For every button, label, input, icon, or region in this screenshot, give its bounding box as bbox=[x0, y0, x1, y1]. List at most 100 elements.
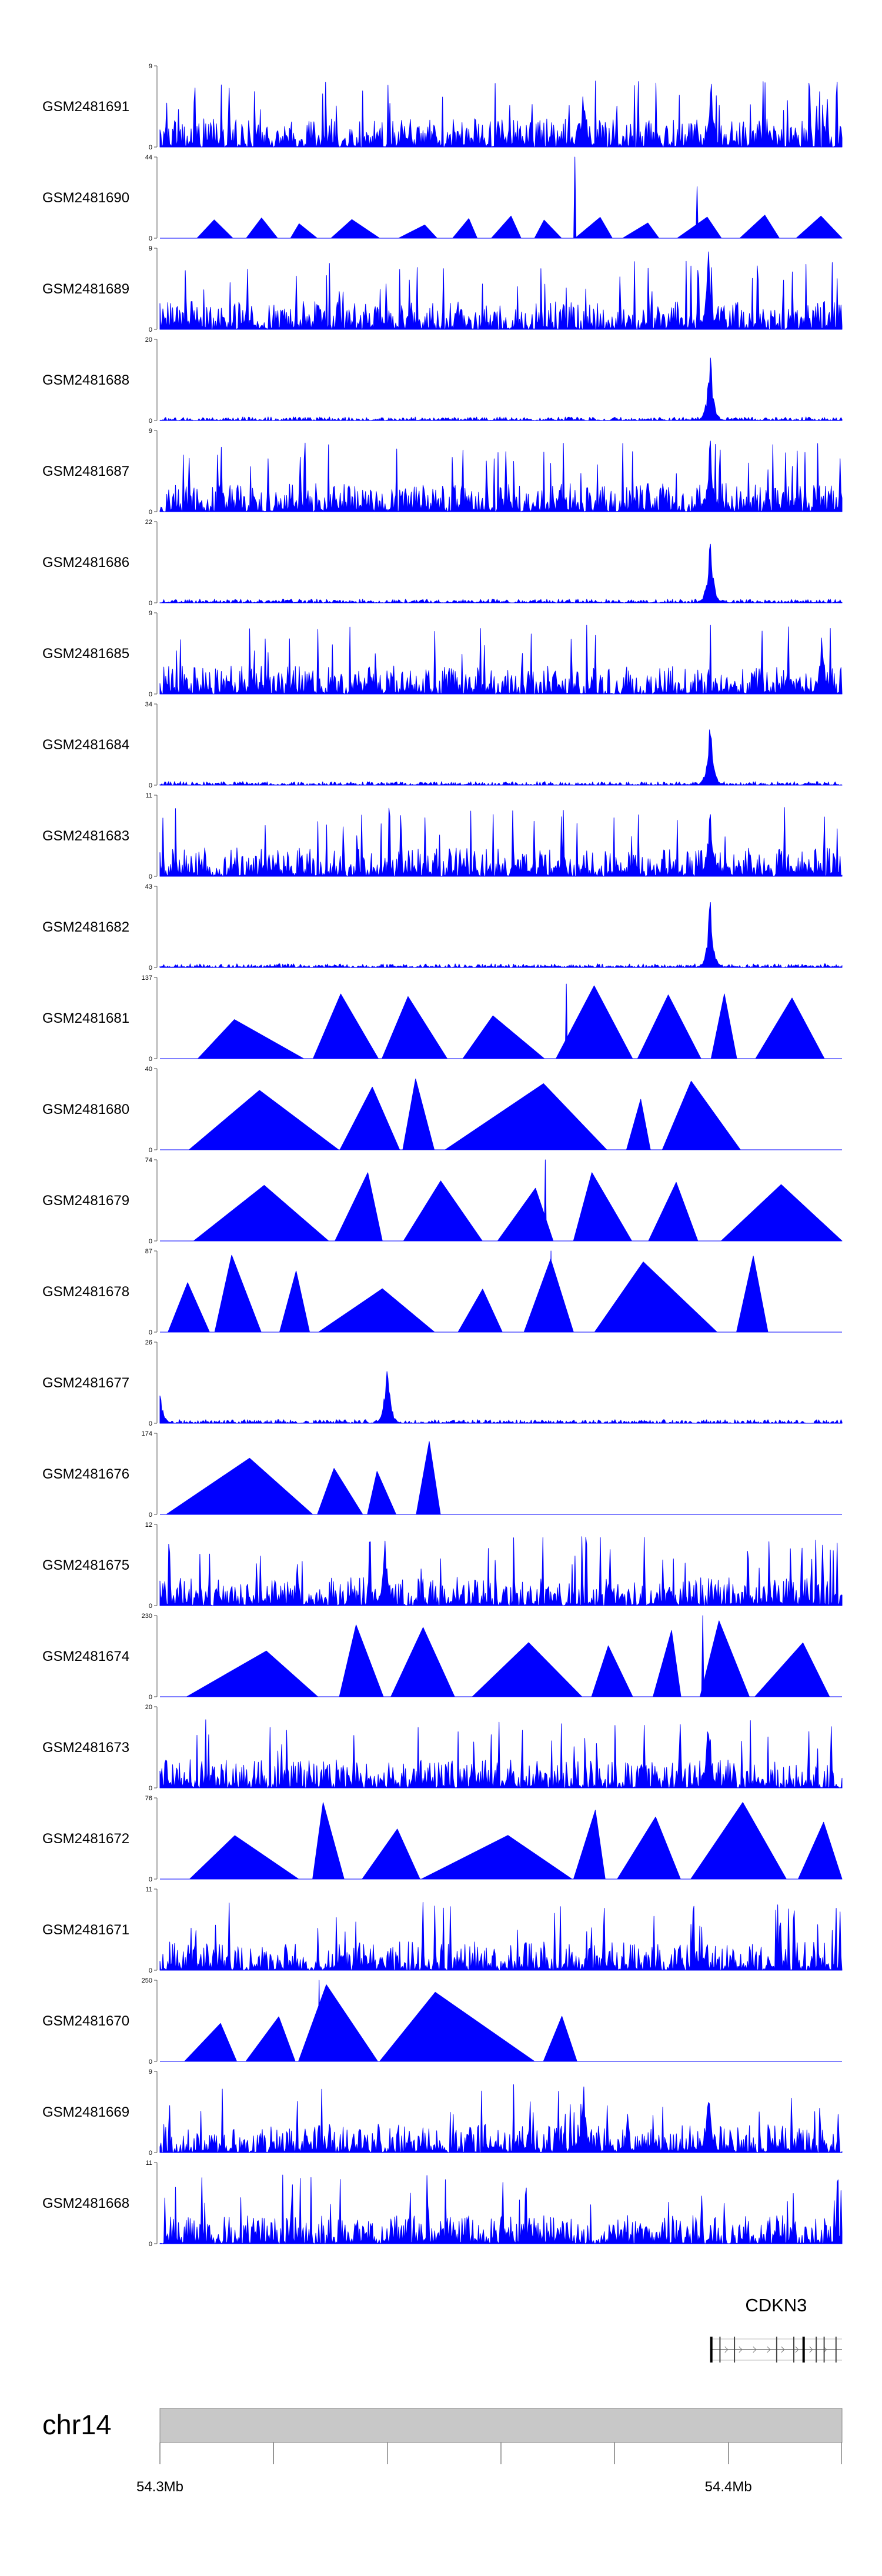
track-GSM2481669: GSM2481669 9 0 bbox=[42, 2068, 843, 2157]
y-max-label: 9 bbox=[149, 428, 152, 435]
y-max-label: 9 bbox=[149, 610, 152, 617]
y-min-label: 0 bbox=[149, 326, 152, 333]
gene-exon bbox=[816, 2337, 817, 2363]
y-max-label: 9 bbox=[149, 63, 152, 70]
y-max-label: 9 bbox=[149, 245, 152, 252]
y-min-label: 0 bbox=[149, 235, 152, 242]
track-label: GSM2481691 bbox=[42, 99, 129, 115]
axis-tick-label: 54.3Mb bbox=[136, 2479, 183, 2495]
track-GSM2481674: GSM2481674 230 0 bbox=[42, 1613, 842, 1701]
axis-tick-label: 54.4Mb bbox=[705, 2479, 752, 2495]
coverage-area bbox=[193, 1159, 843, 1242]
y-min-label: 0 bbox=[149, 600, 152, 607]
track-GSM2481687: GSM2481687 9 0 bbox=[42, 428, 843, 516]
track-label: GSM2481676 bbox=[42, 1466, 129, 1482]
y-min-label: 0 bbox=[149, 2241, 152, 2248]
strand-arrow-icon bbox=[795, 2346, 799, 2353]
y-max-label: 43 bbox=[145, 883, 152, 890]
y-min-label: 0 bbox=[149, 1238, 152, 1245]
y-min-label: 0 bbox=[149, 418, 152, 425]
strand-arrow-icon bbox=[753, 2346, 757, 2353]
strand-arrow-icon bbox=[724, 2346, 729, 2353]
track-GSM2481681: GSM2481681 137 0 bbox=[42, 975, 842, 1063]
coverage-area bbox=[159, 81, 843, 148]
y-max-label: 9 bbox=[149, 2068, 152, 2076]
y-max-label: 22 bbox=[145, 519, 152, 526]
coverage-area bbox=[189, 1802, 843, 1880]
y-min-label: 0 bbox=[149, 1694, 152, 1701]
y-max-label: 174 bbox=[142, 1430, 152, 1437]
track-GSM2481682: GSM2481682 43 0 bbox=[42, 883, 843, 972]
track-GSM2481688: GSM2481688 20 0 bbox=[42, 336, 843, 425]
coverage-area bbox=[186, 1615, 830, 1697]
gene-exon bbox=[719, 2337, 721, 2363]
track-label: GSM2481683 bbox=[42, 828, 129, 844]
y-min-label: 0 bbox=[149, 1876, 152, 1883]
track-GSM2481686: GSM2481686 22 0 bbox=[42, 519, 843, 607]
y-max-label: 11 bbox=[146, 2160, 152, 2167]
coverage-area bbox=[159, 1536, 843, 1606]
track-label: GSM2481678 bbox=[42, 1284, 129, 1300]
y-min-label: 0 bbox=[149, 965, 152, 972]
track-GSM2481675: GSM2481675 12 0 bbox=[42, 1521, 843, 1610]
y-min-label: 0 bbox=[149, 509, 152, 516]
y-max-label: 40 bbox=[145, 1066, 152, 1073]
track-GSM2481673: GSM2481673 20 0 bbox=[42, 1704, 843, 1792]
gene-annotation-track: CDKN3 bbox=[710, 2295, 842, 2363]
track-GSM2481671: GSM2481671 11 0 bbox=[42, 1886, 843, 1974]
coverage-area bbox=[159, 1371, 843, 1424]
y-min-label: 0 bbox=[149, 144, 152, 151]
track-label: GSM2481668 bbox=[42, 2195, 129, 2211]
coverage-area bbox=[159, 543, 843, 603]
coverage-area bbox=[159, 807, 843, 877]
y-min-label: 0 bbox=[149, 1785, 152, 1792]
y-max-label: 44 bbox=[145, 154, 152, 161]
track-GSM2481672: GSM2481672 76 0 bbox=[42, 1795, 843, 1883]
y-min-label: 0 bbox=[149, 2150, 152, 2157]
track-label: GSM2481669 bbox=[42, 2104, 129, 2120]
y-min-label: 0 bbox=[149, 1603, 152, 1610]
y-max-label: 137 bbox=[142, 975, 152, 982]
y-min-label: 0 bbox=[149, 1967, 152, 1974]
y-min-label: 0 bbox=[149, 1147, 152, 1154]
track-GSM2481689: GSM2481689 9 0 bbox=[42, 245, 843, 333]
y-min-label: 0 bbox=[149, 2058, 152, 2066]
coverage-area bbox=[159, 1902, 843, 1971]
gene-exon bbox=[793, 2337, 795, 2363]
y-max-label: 230 bbox=[142, 1613, 152, 1620]
coverage-area bbox=[196, 156, 843, 239]
track-label: GSM2481675 bbox=[42, 1557, 129, 1573]
track-label: GSM2481684 bbox=[42, 737, 129, 753]
coverage-area bbox=[166, 1441, 441, 1515]
chromosome-bar bbox=[159, 2408, 843, 2443]
gene-exon bbox=[734, 2337, 736, 2363]
strand-arrow-icon bbox=[781, 2346, 785, 2353]
gene-exon bbox=[802, 2337, 805, 2363]
y-max-label: 250 bbox=[142, 1977, 152, 1984]
track-GSM2481678: GSM2481678 87 0 bbox=[42, 1248, 842, 1336]
track-GSM2481684: GSM2481684 34 0 bbox=[42, 701, 843, 789]
track-label: GSM2481672 bbox=[42, 1831, 129, 1847]
coverage-area bbox=[159, 358, 843, 421]
coverage-area bbox=[198, 983, 825, 1059]
y-max-label: 34 bbox=[145, 701, 152, 708]
track-label: GSM2481673 bbox=[42, 1740, 129, 1756]
y-min-label: 0 bbox=[149, 1329, 152, 1336]
track-GSM2481676: GSM2481676 174 0 bbox=[42, 1430, 842, 1519]
y-max-label: 12 bbox=[145, 1521, 152, 1529]
track-GSM2481677: GSM2481677 26 0 bbox=[42, 1339, 843, 1427]
coverage-area bbox=[159, 902, 843, 968]
strand-arrow-icon bbox=[767, 2346, 771, 2353]
coverage-area bbox=[159, 251, 843, 330]
coverage-area bbox=[168, 1250, 769, 1333]
track-label: GSM2481670 bbox=[42, 2013, 129, 2029]
strand-arrow-icon bbox=[809, 2346, 813, 2353]
y-max-label: 87 bbox=[145, 1248, 152, 1255]
track-label: GSM2481685 bbox=[42, 646, 129, 662]
coverage-area bbox=[159, 441, 843, 512]
track-label: GSM2481687 bbox=[42, 463, 129, 479]
coverage-area bbox=[159, 2084, 843, 2153]
data-tracks: GSM248169190GSM2481690440GSM248168990GSM… bbox=[42, 63, 843, 2248]
y-max-label: 26 bbox=[145, 1339, 152, 1346]
